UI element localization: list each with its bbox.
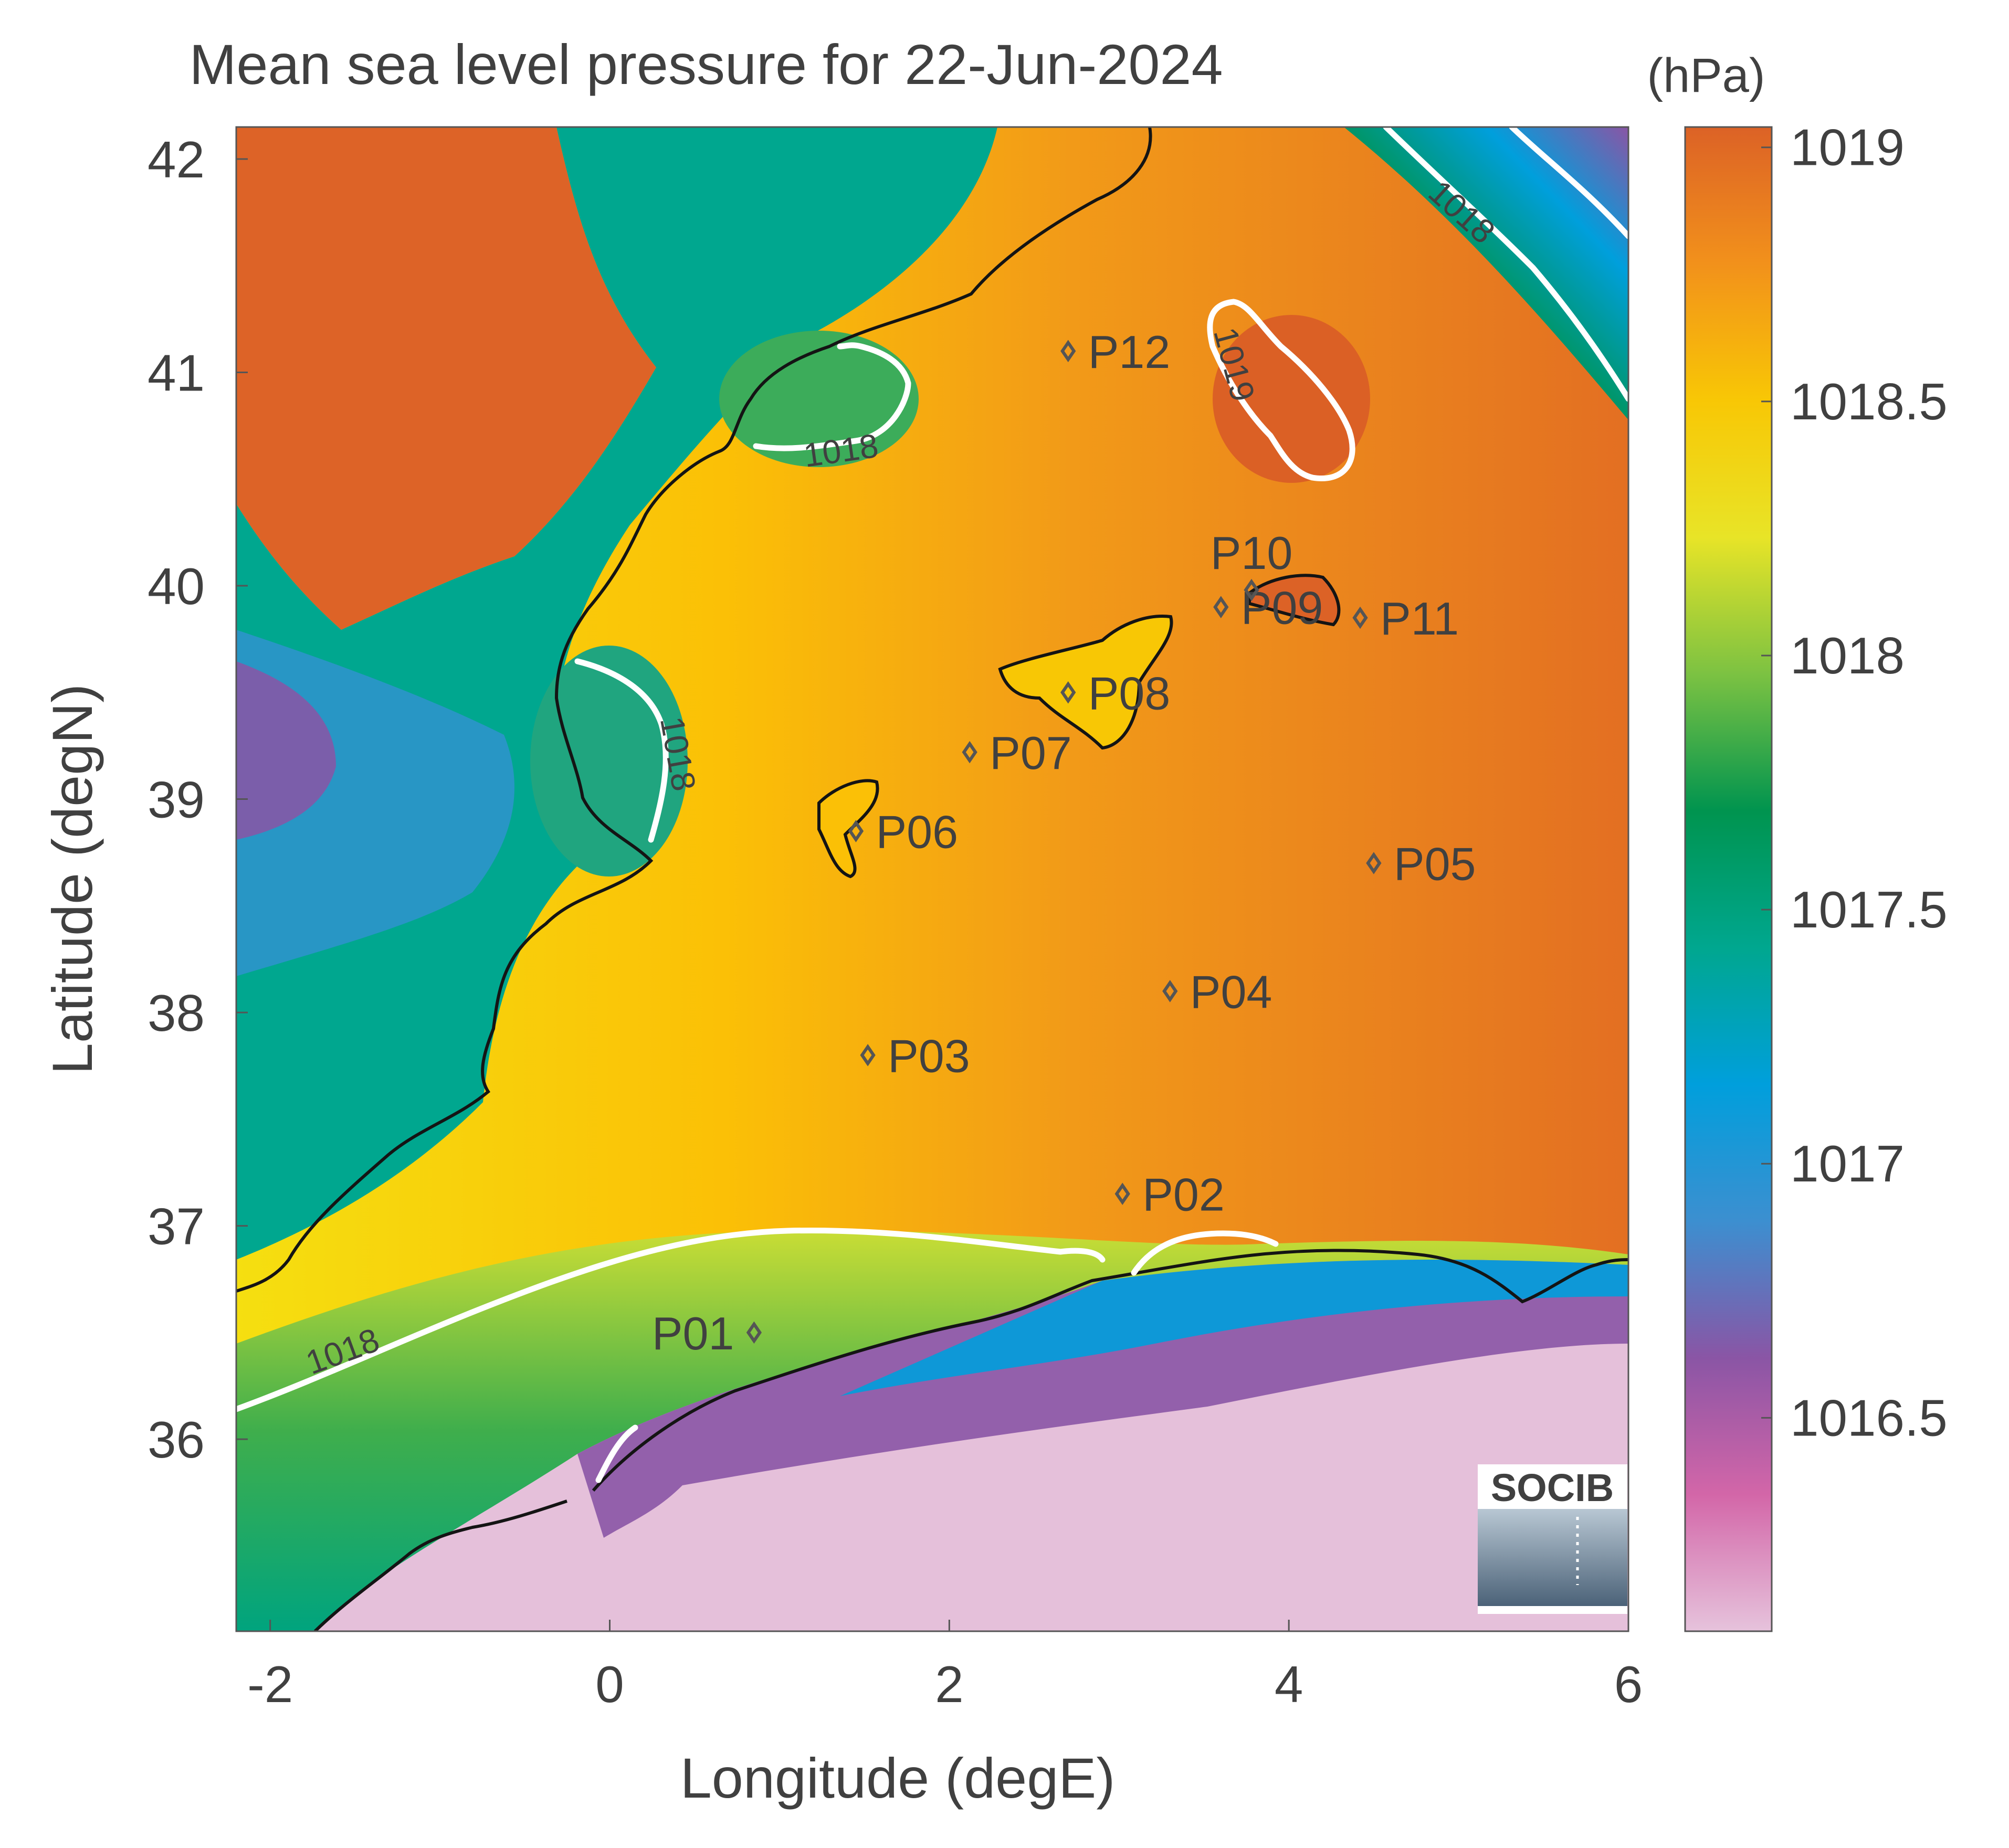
station-marker: P05 bbox=[1366, 838, 1476, 890]
menorca-coastline bbox=[1248, 574, 1341, 627]
colorbar-tick-label: 1016.5 bbox=[1790, 1389, 1948, 1446]
contour-ebro-1018 bbox=[753, 342, 911, 451]
y-tick-label: 39 bbox=[148, 771, 205, 829]
ibiza-coastline bbox=[817, 779, 879, 879]
mallorca-land bbox=[1000, 616, 1172, 748]
station-diamond bbox=[1060, 340, 1076, 363]
y-tick-label: 36 bbox=[148, 1411, 205, 1469]
station-marker: P07 bbox=[962, 727, 1072, 779]
station-label: P03 bbox=[888, 1030, 970, 1082]
colorbar-ramp bbox=[1684, 126, 1773, 1632]
y-tick-label: 42 bbox=[148, 131, 205, 188]
colorbar-tick-label: 1017 bbox=[1790, 1135, 1905, 1192]
morocco-coastline bbox=[313, 1499, 567, 1631]
station-marker: P12 bbox=[1060, 326, 1171, 378]
x-tick-label: -2 bbox=[247, 1655, 293, 1713]
station-diamond bbox=[848, 820, 864, 842]
station-label: P09 bbox=[1241, 582, 1323, 634]
map-plot-area: 1018 1018 1018 1019 1018 P01P02P03P04P05… bbox=[236, 127, 1628, 1631]
station-label: P12 bbox=[1088, 326, 1171, 378]
contour-south-1018 bbox=[236, 1227, 1106, 1412]
station-diamond bbox=[1244, 578, 1259, 601]
y-tick-label: 41 bbox=[148, 344, 205, 402]
y-axis-label: Latitude (degN) bbox=[40, 684, 104, 1074]
contour-south-1018-east bbox=[1131, 1230, 1279, 1276]
socib-logo: SOCIB bbox=[1478, 1464, 1627, 1614]
colorbar-tick-label: 1018 bbox=[1790, 627, 1905, 684]
colorbar: 1016.5 1017 1017.5 1018 1018.5 1019 (hPa) bbox=[1647, 49, 1948, 1632]
x-tick-label: 2 bbox=[935, 1655, 964, 1713]
y-axis: 36 37 38 39 40 41 42 bbox=[148, 131, 248, 1469]
station-diamond bbox=[860, 1044, 876, 1066]
iberia-north-land bbox=[236, 127, 656, 630]
x-tick-label: 0 bbox=[595, 1655, 624, 1713]
iberia-coastline bbox=[236, 127, 1152, 1293]
station-marker: P11 bbox=[1352, 593, 1459, 645]
station-diamond bbox=[1366, 852, 1382, 874]
contour-ne-1018-far bbox=[1509, 127, 1628, 239]
station-diamond bbox=[1060, 681, 1076, 704]
station-marker: P08 bbox=[1060, 667, 1171, 719]
colorbar-tick-label: 1017.5 bbox=[1790, 881, 1948, 938]
station-diamond bbox=[1162, 980, 1178, 1002]
contour-gibraltar-1018 bbox=[595, 1424, 638, 1483]
north-africa-coastline bbox=[592, 1249, 1628, 1492]
colorbar-ticks: 1016.5 1017 1017.5 1018 1018.5 1019 bbox=[1761, 119, 1948, 1446]
station-label: P06 bbox=[876, 806, 958, 858]
colorbar-unit: (hPa) bbox=[1647, 49, 1765, 102]
station-marker: P10 bbox=[1211, 527, 1293, 601]
contour-valencia-1018 bbox=[574, 658, 669, 843]
contour-high-1019 bbox=[1207, 299, 1355, 481]
iberia-coastal-low bbox=[236, 127, 997, 1260]
north-africa-coastal-blue bbox=[840, 1260, 1628, 1396]
north-africa-coastal-low bbox=[577, 1260, 1628, 1538]
station-marker: P03 bbox=[860, 1030, 970, 1082]
mallorca-coastline bbox=[998, 615, 1173, 750]
station-label: P08 bbox=[1088, 667, 1171, 719]
northeast-low-band bbox=[1344, 127, 1628, 420]
socib-logo-text: SOCIB bbox=[1491, 1466, 1614, 1509]
colorbar-tick-label: 1018.5 bbox=[1790, 373, 1948, 430]
y-tick-label: 37 bbox=[148, 1198, 205, 1255]
station-label: P02 bbox=[1142, 1169, 1225, 1221]
station-diamond bbox=[746, 1321, 762, 1344]
ebro-low-cell bbox=[719, 331, 919, 467]
iberia-purple-low bbox=[236, 661, 336, 840]
map-title: Mean sea level pressure for 22-Jun-2024 bbox=[189, 33, 1223, 96]
station-marker: P04 bbox=[1162, 966, 1272, 1018]
colorbar-tick-label: 1019 bbox=[1790, 119, 1905, 176]
station-diamond bbox=[1352, 606, 1368, 629]
station-diamond bbox=[962, 741, 977, 764]
station-marker: P02 bbox=[1114, 1169, 1225, 1221]
station-label: P11 bbox=[1380, 593, 1459, 645]
station-marker: P09 bbox=[1213, 582, 1323, 634]
contour-lines bbox=[236, 127, 1628, 1483]
plot-frame bbox=[235, 126, 1629, 1632]
x-tick-label: 6 bbox=[1614, 1655, 1643, 1713]
station-marker: P01 bbox=[652, 1307, 762, 1359]
station-diamond bbox=[1213, 596, 1229, 618]
station-label: P01 bbox=[652, 1307, 734, 1359]
x-tick-label: 4 bbox=[1275, 1655, 1303, 1713]
x-axis: -2 0 2 4 6 bbox=[247, 1620, 1643, 1713]
contour-ne-1018 bbox=[1383, 127, 1628, 402]
y-tick-label: 40 bbox=[148, 557, 205, 615]
station-label: P04 bbox=[1190, 966, 1272, 1018]
station-label: P10 bbox=[1211, 527, 1293, 579]
high-pressure-cell bbox=[1213, 315, 1370, 483]
station-diamond bbox=[1114, 1182, 1130, 1205]
station-marker: P06 bbox=[848, 806, 958, 858]
station-label: P05 bbox=[1394, 838, 1476, 890]
x-axis-label: Longitude (degE) bbox=[680, 1746, 1116, 1810]
y-tick-label: 38 bbox=[148, 984, 205, 1042]
station-label: P07 bbox=[990, 727, 1072, 779]
